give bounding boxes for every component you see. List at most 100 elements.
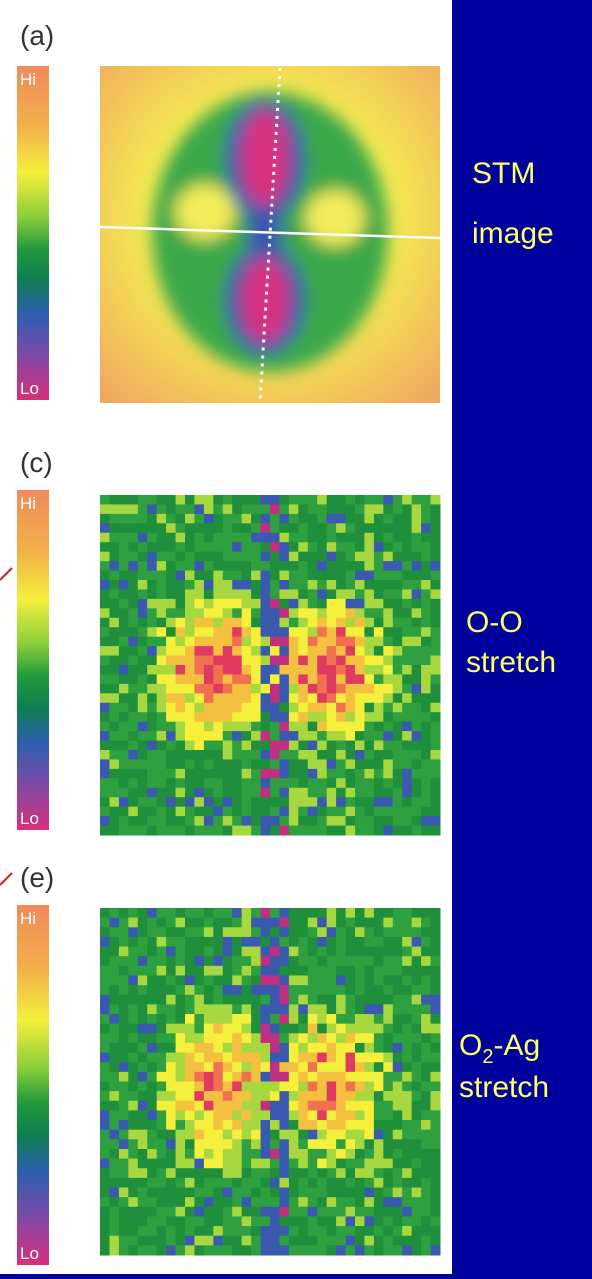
- pixel: [109, 627, 120, 638]
- pixel: [147, 768, 158, 779]
- pixel: [241, 589, 252, 600]
- pixel: [373, 504, 384, 515]
- pixel: [336, 1081, 347, 1092]
- pixel: [307, 936, 318, 948]
- pixel: [185, 598, 195, 609]
- pixel: [270, 1177, 280, 1189]
- pixel: [421, 712, 432, 723]
- pixel: [118, 513, 129, 524]
- pixel: [298, 627, 309, 638]
- pixel: [345, 1148, 356, 1160]
- pixel: [260, 1168, 271, 1179]
- pixel: [402, 1216, 413, 1227]
- pixel: [364, 721, 375, 732]
- pixel: [326, 589, 337, 600]
- pixel: [232, 985, 243, 996]
- pixel: [118, 759, 129, 770]
- pixel: [109, 1187, 120, 1198]
- pixel: [109, 1197, 120, 1208]
- pixel: [373, 721, 384, 732]
- pixel: [241, 1245, 252, 1256]
- pixel: [203, 1197, 214, 1208]
- pixel: [392, 1158, 403, 1169]
- pixel: [251, 598, 262, 609]
- pixel: [288, 589, 299, 600]
- pixel: [194, 1168, 205, 1179]
- pixel: [241, 1071, 252, 1082]
- pixel: [298, 589, 309, 600]
- pixel: [279, 702, 290, 713]
- pixel: [383, 1071, 394, 1082]
- pixel: [137, 712, 148, 723]
- pixel: [298, 806, 309, 817]
- pixel: [156, 908, 167, 919]
- pixel: [279, 740, 290, 751]
- pixel: [326, 1004, 337, 1015]
- pixel: [336, 1052, 347, 1063]
- pixel: [251, 589, 262, 600]
- pixel: [373, 598, 384, 609]
- pixel: [109, 1081, 120, 1092]
- pixel: [326, 1235, 337, 1246]
- pixel: [373, 1052, 384, 1063]
- pixel: [185, 636, 195, 647]
- pixel: [194, 683, 205, 694]
- pixel: [118, 768, 129, 779]
- pixel: [345, 1206, 356, 1217]
- pixel: [166, 542, 177, 553]
- pixel: [270, 721, 280, 732]
- pixel: [421, 608, 432, 619]
- pixel: [118, 1226, 129, 1237]
- pixel: [241, 1081, 252, 1092]
- pixel: [147, 750, 158, 760]
- pixel: [203, 693, 214, 704]
- pixel: [421, 946, 432, 957]
- pixel: [109, 946, 120, 957]
- pixel: [270, 740, 280, 751]
- pixel: [336, 908, 347, 919]
- pixel: [203, 702, 214, 713]
- pixel: [270, 683, 280, 694]
- pixel: [260, 1110, 271, 1121]
- pixel: [383, 580, 394, 590]
- pixel: [232, 495, 243, 505]
- pixel: [251, 1139, 262, 1150]
- pixel: [336, 1062, 347, 1073]
- pixel: [326, 665, 337, 675]
- pixel: [109, 542, 120, 553]
- pixel: [326, 636, 337, 647]
- pixel: [307, 985, 318, 996]
- pixel: [147, 1226, 158, 1237]
- pixel: [251, 825, 262, 836]
- pixel: [307, 702, 318, 713]
- pixel: [251, 523, 262, 534]
- pixel: [166, 665, 177, 675]
- pixel: [383, 627, 394, 638]
- pixel: [118, 1014, 129, 1025]
- pixel: [411, 702, 422, 713]
- pixel: [421, 927, 432, 938]
- pixel: [355, 617, 365, 628]
- pixel: [175, 627, 186, 638]
- pixel: [137, 1148, 148, 1160]
- pixel: [185, 740, 195, 751]
- pixel: [411, 1091, 422, 1102]
- pixel: [430, 1168, 441, 1179]
- pixel: [430, 608, 441, 619]
- pixel: [298, 513, 309, 524]
- pixel: [166, 1120, 177, 1131]
- pixel: [288, 598, 299, 609]
- pixel: [336, 636, 347, 647]
- pixel: [421, 721, 432, 732]
- pixel: [336, 655, 347, 666]
- pixel: [345, 693, 356, 704]
- pixel: [326, 1071, 337, 1082]
- pixel: [430, 965, 441, 976]
- pixel: [100, 1139, 110, 1150]
- pixel: [421, 513, 432, 524]
- pixel: [336, 1071, 347, 1082]
- pixel: [147, 1081, 158, 1092]
- pixel: [279, 768, 290, 779]
- pixel: [260, 1177, 271, 1189]
